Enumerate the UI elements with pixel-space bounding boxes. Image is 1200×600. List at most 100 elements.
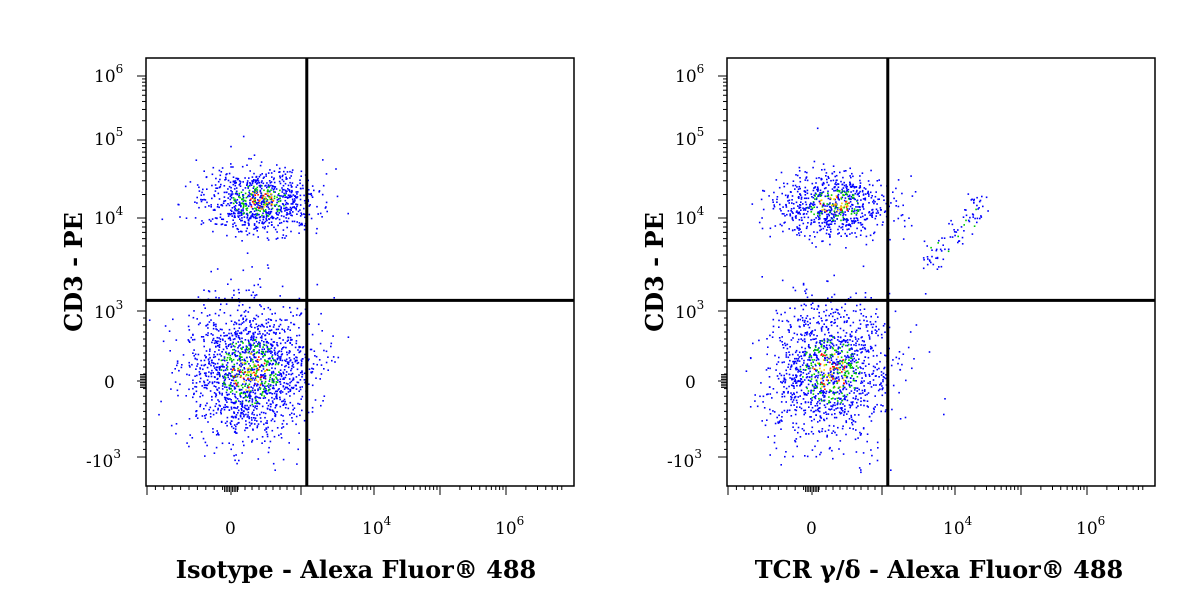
event-dot [810,362,812,364]
event-dot [851,203,853,206]
event-dot [213,194,215,196]
event-dot [291,344,293,346]
event-dot [823,168,826,171]
event-dot [214,223,217,225]
event-dot [253,342,255,344]
event-dot [292,378,295,381]
event-dot [944,398,946,400]
event-dot [267,349,270,351]
event-dot [859,434,862,436]
event-dot [880,209,882,211]
event-dot [301,386,303,388]
event-dot [855,365,858,367]
event-dot [289,395,291,397]
event-dot [799,395,801,397]
event-dot [857,338,860,340]
event-dot [861,340,864,342]
event-dot [812,196,815,199]
event-dot [256,420,258,422]
event-dot [227,283,229,285]
event-dot [820,398,822,400]
event-dot [810,401,812,404]
event-dot [870,297,872,299]
event-dot [238,180,241,182]
event-dot [883,199,885,201]
event-dot [221,328,223,331]
event-dot [238,231,240,233]
event-dot [785,369,787,372]
event-dot [275,381,278,383]
event-dot [864,199,867,201]
event-dot [242,189,244,191]
event-dot [250,205,253,208]
event-dot [895,205,897,207]
event-dot [792,422,794,424]
event-dot [236,462,238,465]
event-dot [191,363,193,366]
event-dot [842,361,844,364]
event-dot [257,376,259,378]
event-dot [296,205,298,208]
event-dot [799,206,802,209]
event-dot [237,288,240,291]
event-dot [797,338,800,341]
event-dot [192,339,194,341]
event-dot [325,173,328,175]
event-dot [240,214,243,216]
event-dot [836,364,839,366]
event-dot [285,207,288,209]
event-dot [195,415,197,417]
event-dot [301,395,304,398]
event-dot [231,193,234,195]
event-dot [834,189,837,192]
event-dot [204,404,207,407]
event-dot [272,370,275,373]
event-dot [224,404,226,406]
event-dot [214,217,217,219]
event-dot [875,215,877,217]
event-dot [855,220,857,222]
event-dot [802,319,804,322]
event-dot [829,335,831,337]
event-dot [276,164,278,166]
event-dot [818,224,821,227]
event-dot [234,395,236,398]
event-dot [859,179,861,182]
event-dot [760,382,762,384]
event-dot [812,189,815,192]
event-dot [246,372,249,374]
event-dot [823,182,825,185]
event-dot [864,348,867,351]
event-dot [266,402,268,404]
event-dot [828,331,830,334]
event-dot [873,232,875,235]
event-dot [236,362,238,365]
event-dot [236,199,239,201]
event-dot [800,333,802,336]
event-dot [861,351,863,353]
event-dot [873,411,875,413]
event-dot [259,417,262,419]
event-dot [247,374,250,377]
event-dot [210,206,212,208]
event-dot [829,379,832,382]
event-dot [243,205,245,207]
event-dot [254,204,256,206]
event-dot [856,376,859,378]
event-dot [850,217,852,220]
event-dot [252,291,254,294]
event-dot [204,307,206,309]
event-dot [859,208,861,211]
event-dot [238,304,240,307]
event-dot [232,416,234,418]
event-dot [967,219,970,222]
event-dot [263,210,265,213]
event-dot [254,227,257,230]
event-dot [197,353,200,356]
event-dot [203,359,206,362]
event-dot [857,437,859,439]
event-dot [840,408,843,411]
event-dot [261,436,264,438]
event-dot [253,296,256,299]
event-dot [276,201,278,204]
